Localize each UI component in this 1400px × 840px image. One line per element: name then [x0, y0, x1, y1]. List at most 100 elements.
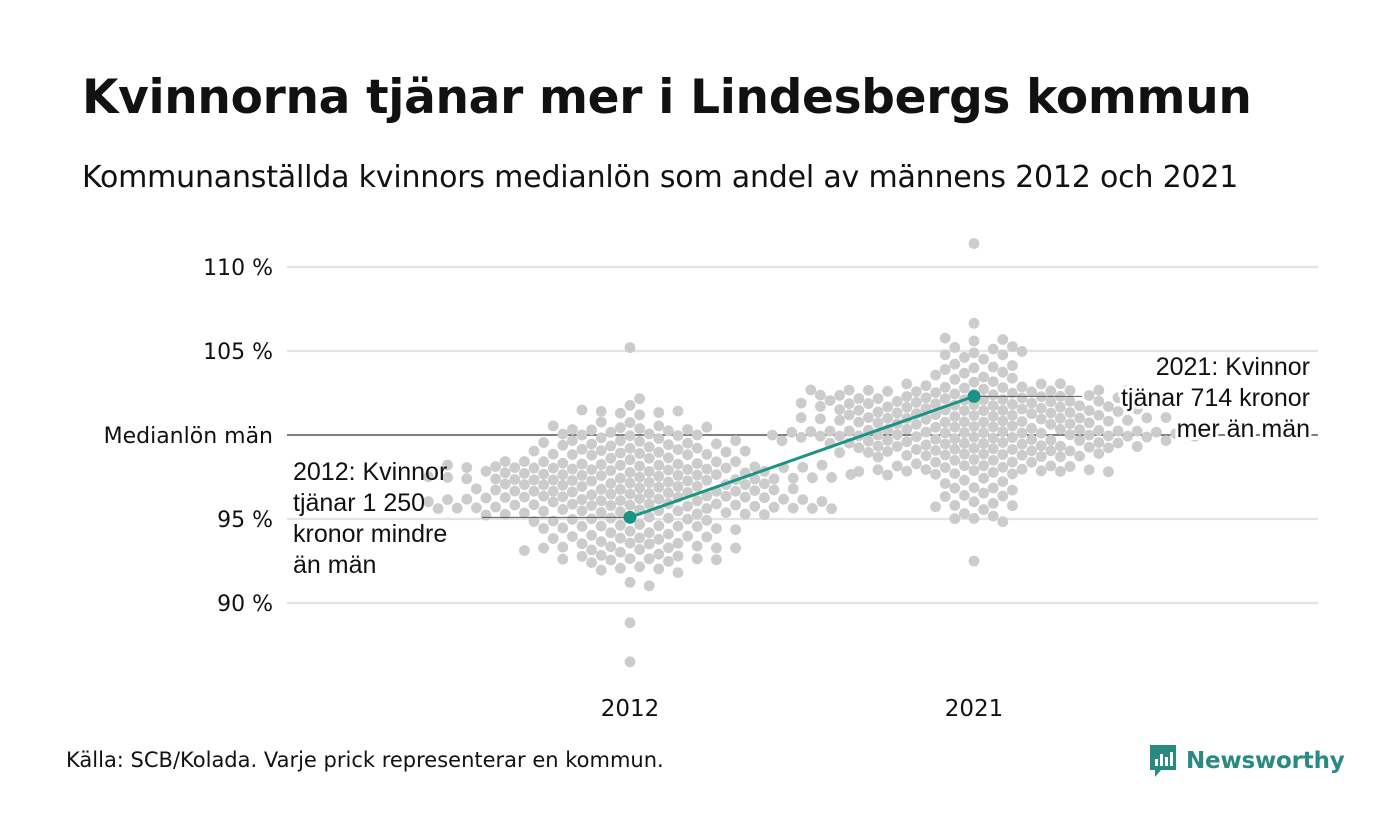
municipality-dot: [949, 500, 961, 511]
y-tick-label: 95 %: [217, 508, 273, 533]
newsworthy-logo[interactable]: Newsworthy: [1148, 743, 1345, 779]
municipality-dot: [1016, 449, 1028, 461]
municipality-dot: [997, 490, 1009, 502]
municipality-dot: [920, 392, 932, 404]
source-note: Källa: SCB/Kolada. Varje prick represent…: [66, 748, 664, 772]
municipality-dot: [624, 488, 636, 500]
municipality-dot: [939, 349, 951, 361]
municipality-dot: [911, 397, 922, 408]
municipality-dot: [605, 500, 617, 511]
municipality-dot: [968, 317, 980, 329]
municipality-dot: [682, 449, 693, 461]
municipality-dot: [547, 448, 559, 460]
municipality-dot: [1045, 445, 1057, 457]
municipality-dot: [615, 435, 626, 447]
municipality-dot: [1055, 424, 1066, 435]
municipality-dot: [730, 485, 741, 497]
municipality-dot: [672, 537, 684, 549]
municipality-dot: [595, 520, 607, 532]
municipality-dot: [959, 382, 970, 394]
municipality-dot: [1007, 456, 1018, 468]
municipality-dot: [987, 467, 999, 478]
municipality-dot: [701, 463, 713, 475]
municipality-dot: [595, 470, 607, 481]
y-tick-label: 105 %: [203, 340, 273, 365]
municipality-dot: [997, 394, 1009, 405]
municipality-dot: [911, 419, 922, 430]
municipality-dot: [480, 465, 492, 477]
municipality-dot: [643, 538, 655, 550]
municipality-dot: [1141, 431, 1153, 443]
municipality-dot: [901, 450, 913, 461]
municipality-dot: [624, 553, 636, 564]
municipality-dot: [471, 483, 482, 495]
municipality-dot: [968, 431, 980, 443]
municipality-dot: [557, 479, 569, 491]
municipality-dot: [939, 364, 951, 375]
municipality-dot: [595, 416, 607, 428]
municipality-dot: [843, 398, 855, 410]
municipality-dot: [882, 385, 893, 397]
municipality-dot: [586, 464, 597, 475]
municipality-dot: [557, 457, 569, 469]
municipality-dot: [987, 376, 999, 387]
municipality-dot: [997, 476, 1009, 487]
municipality-dot: [490, 473, 501, 485]
municipality-dot: [624, 417, 636, 428]
municipality-dot: [711, 469, 722, 480]
municipality-dot: [730, 456, 741, 467]
municipality-dot: [1131, 403, 1143, 415]
municipality-dot: [1103, 415, 1114, 427]
municipality-dot: [911, 386, 922, 397]
municipality-dot: [595, 536, 607, 547]
municipality-dot: [1141, 398, 1153, 409]
municipality-dot: [949, 374, 961, 385]
municipality-dot: [787, 483, 799, 495]
municipality-dot: [978, 460, 989, 472]
municipality-dot: [672, 405, 684, 417]
municipality-dot: [930, 501, 941, 513]
municipality-dot: [576, 550, 588, 562]
municipality-dot: [653, 563, 665, 575]
municipality-dot: [949, 443, 961, 455]
municipality-dot: [978, 438, 989, 449]
municipality-dot: [1007, 500, 1018, 512]
annotation-2012-line: 2012: Kvinnor: [293, 458, 447, 486]
municipality-dot: [1007, 444, 1018, 455]
municipality-dot: [1160, 435, 1172, 446]
municipality-dot: [576, 458, 588, 470]
municipality-dot: [519, 491, 530, 503]
municipality-dot: [605, 527, 617, 539]
municipality-dot: [1007, 432, 1018, 443]
municipality-dot: [701, 421, 713, 433]
municipality-dot: [634, 423, 645, 434]
dots-layer: [423, 238, 1201, 668]
municipality-dot: [643, 452, 655, 464]
municipality-dot: [538, 456, 549, 468]
municipality-dot: [701, 514, 713, 526]
municipality-dot: [730, 524, 741, 535]
municipality-dot: [595, 507, 607, 518]
municipality-dot: [939, 427, 951, 439]
municipality-dot: [576, 521, 588, 532]
municipality-dot: [939, 332, 951, 344]
municipality-dot: [872, 406, 884, 418]
municipality-dot: [653, 481, 665, 493]
municipality-dot: [605, 541, 617, 553]
municipality-dot: [576, 538, 588, 550]
municipality-dot: [901, 401, 913, 413]
municipality-dot: [1093, 384, 1105, 396]
municipality-dot: [605, 488, 617, 500]
municipality-dot: [605, 554, 617, 566]
x-tick-label: 2012: [601, 696, 660, 722]
municipality-dot: [653, 520, 665, 532]
municipality-dot: [451, 502, 463, 514]
municipality-dot: [891, 441, 903, 452]
municipality-dot: [653, 446, 665, 458]
municipality-dot: [615, 484, 626, 495]
municipality-dot: [949, 433, 961, 444]
municipality-dot: [1064, 429, 1076, 441]
municipality-dot: [911, 431, 922, 443]
municipality-dot: [987, 421, 999, 433]
municipality-dot: [547, 496, 559, 508]
